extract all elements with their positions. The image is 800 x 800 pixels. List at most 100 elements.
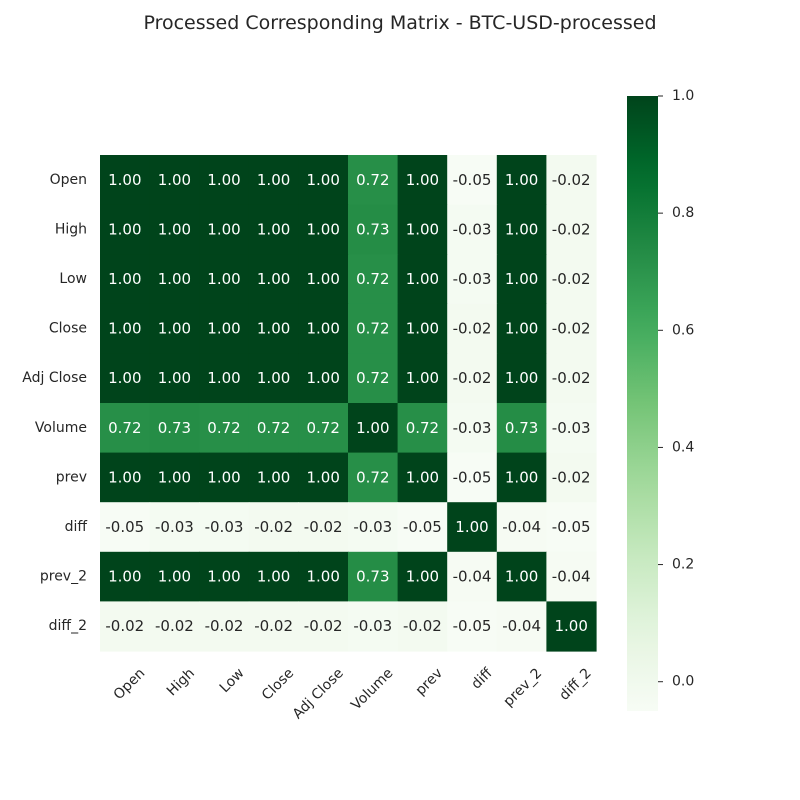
cell-value-label: 1.00 — [257, 270, 290, 288]
cell-value-label: -0.03 — [155, 518, 194, 536]
cell-value-label: 1.00 — [207, 369, 240, 387]
heatmap-cell — [546, 353, 597, 404]
heatmap-cell — [100, 353, 151, 404]
heatmap-cell — [546, 551, 597, 602]
heatmap-cell — [546, 303, 597, 354]
cell-value-label: -0.04 — [502, 518, 541, 536]
heatmap-cell — [149, 551, 200, 602]
heatmap-cell — [100, 403, 151, 454]
heatmap-cell — [248, 303, 299, 354]
heatmap-cell — [348, 254, 399, 305]
heatmap-cell — [447, 155, 498, 206]
cell-value-label: 1.00 — [306, 369, 339, 387]
cell-value-label: 1.00 — [505, 369, 538, 387]
heatmap-cell — [100, 551, 151, 602]
cell-value-label: 1.00 — [108, 568, 141, 586]
column-tick-label: Volume — [348, 665, 396, 713]
heatmap-cell — [298, 452, 349, 503]
heatmap-cell — [298, 303, 349, 354]
heatmap-cell — [546, 452, 597, 503]
colorbar-tick-label: 0.2 — [672, 557, 694, 573]
cell-value-label: -0.02 — [304, 518, 343, 536]
cell-value-label: 1.00 — [108, 171, 141, 189]
cell-value-label: -0.03 — [205, 518, 244, 536]
heatmap-cell — [348, 353, 399, 404]
cell-value-label: -0.02 — [552, 320, 591, 338]
heatmap-cell — [248, 551, 299, 602]
heatmap-cell — [100, 601, 151, 652]
heatmap-cell — [199, 551, 250, 602]
cell-value-label: 1.00 — [158, 171, 191, 189]
cell-value-label: -0.02 — [403, 617, 442, 635]
cell-value-label: -0.05 — [552, 518, 591, 536]
colorbar-tick-label: 0.6 — [672, 322, 694, 338]
cell-value-label: -0.05 — [105, 518, 144, 536]
cell-value-label: -0.02 — [552, 369, 591, 387]
cell-value-label: -0.04 — [453, 568, 492, 586]
cell-value-label: 1.00 — [406, 220, 439, 238]
cell-value-label: 1.00 — [505, 171, 538, 189]
heatmap-cell — [248, 502, 299, 553]
cell-value-label: 1.00 — [108, 320, 141, 338]
heatmap-cell — [447, 303, 498, 354]
cell-value-label: 1.00 — [207, 320, 240, 338]
heatmap-cell — [248, 254, 299, 305]
cell-value-label: 1.00 — [406, 369, 439, 387]
cell-value-label: 0.72 — [406, 419, 439, 437]
column-tick-label: Close — [259, 665, 297, 703]
heatmap-cell — [298, 403, 349, 454]
heatmap-cell — [546, 502, 597, 553]
heatmap-cell — [397, 155, 448, 206]
cell-value-label: 0.72 — [356, 171, 389, 189]
heatmap-cell — [546, 155, 597, 206]
column-tick-label: prev_2 — [501, 665, 546, 710]
cell-value-label: 1.00 — [257, 568, 290, 586]
heatmap-cell — [100, 452, 151, 503]
heatmap-cell — [496, 254, 547, 305]
colorbar-tick-label: 0.4 — [672, 439, 694, 455]
cell-value-label: 1.00 — [158, 220, 191, 238]
cell-value-label: 1.00 — [554, 617, 587, 635]
heatmap-cell — [149, 204, 200, 255]
cell-value-label: 1.00 — [306, 171, 339, 189]
cell-value-label: 1.00 — [108, 270, 141, 288]
cell-value-label: -0.02 — [552, 468, 591, 486]
cell-value-label: 1.00 — [257, 171, 290, 189]
cell-value-label: -0.03 — [453, 220, 492, 238]
cell-value-label: -0.02 — [453, 369, 492, 387]
cell-value-label: -0.02 — [254, 518, 293, 536]
heatmap-cell — [199, 254, 250, 305]
row-tick-label: Adj Close — [22, 370, 87, 386]
heatmap-cell — [348, 303, 399, 354]
cell-value-label: 1.00 — [306, 320, 339, 338]
cell-value-label: 1.00 — [158, 369, 191, 387]
colorbar-tick-label: 0.8 — [672, 205, 694, 221]
cell-value-label: -0.03 — [552, 419, 591, 437]
cell-value-label: 0.73 — [356, 568, 389, 586]
cell-value-label: 1.00 — [505, 320, 538, 338]
cell-value-label: -0.02 — [105, 617, 144, 635]
heatmap-cell — [199, 601, 250, 652]
column-tick-label: Adj Close — [290, 665, 347, 722]
cell-value-label: 0.72 — [356, 369, 389, 387]
cell-value-label: 1.00 — [158, 568, 191, 586]
cell-value-label: 1.00 — [406, 270, 439, 288]
heatmap-cell — [298, 155, 349, 206]
heatmap-cell — [199, 204, 250, 255]
heatmap-cell — [298, 502, 349, 553]
cell-value-label: -0.05 — [453, 617, 492, 635]
cell-value-label: 1.00 — [158, 320, 191, 338]
cell-value-label: 0.73 — [158, 419, 191, 437]
cell-value-label: 1.00 — [257, 320, 290, 338]
heatmap-cell — [100, 254, 151, 305]
cell-value-label: 1.00 — [108, 468, 141, 486]
heatmap-cell — [298, 204, 349, 255]
cell-value-label: -0.02 — [205, 617, 244, 635]
cell-value-label: 0.72 — [306, 419, 339, 437]
heatmap-cell — [100, 502, 151, 553]
heatmap-cell — [397, 502, 448, 553]
cell-value-label: -0.03 — [453, 419, 492, 437]
heatmap-cell — [496, 204, 547, 255]
